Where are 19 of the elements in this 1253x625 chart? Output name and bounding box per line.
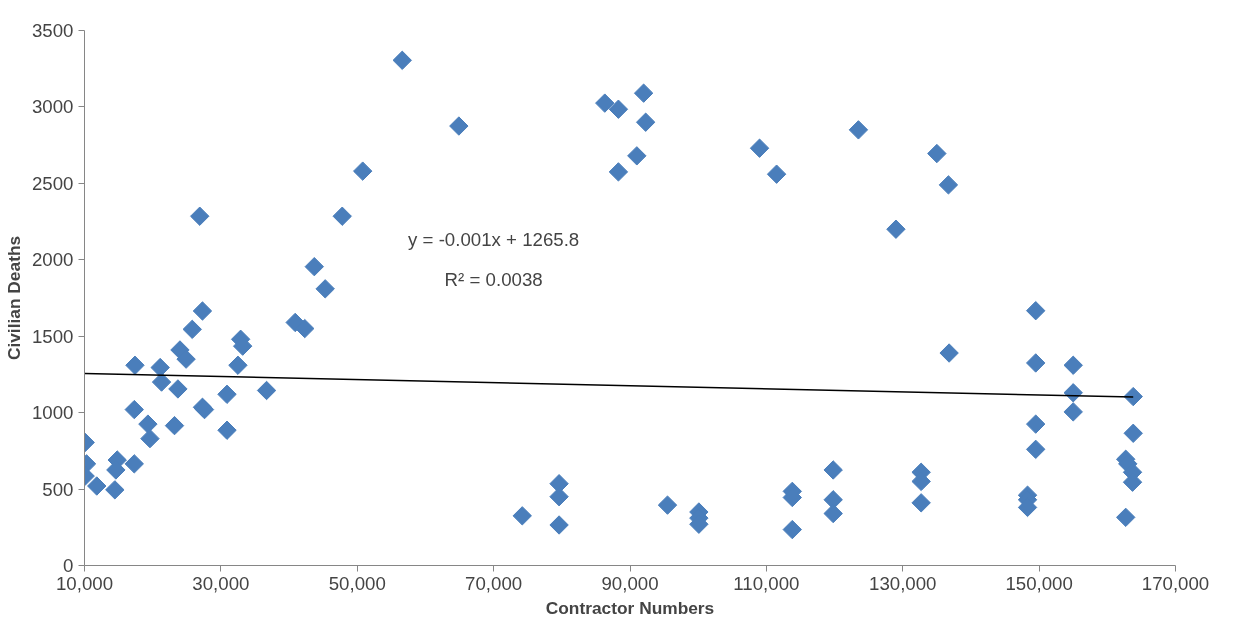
y-axis-title: Civilian Deaths	[4, 235, 24, 361]
y-tick-label: 2000	[32, 249, 74, 271]
x-tick-label: 110,000	[733, 572, 800, 594]
annotation: y = -0.001x + 1265.8	[408, 228, 580, 250]
annotation: R² = 0.0038	[444, 268, 543, 290]
x-tick-label: 50,000	[328, 572, 386, 594]
y-tick-label: 2500	[32, 172, 74, 194]
y-tick-label: 3500	[32, 20, 74, 41]
y-tick-label: 1000	[32, 402, 74, 424]
y-tick-label: 500	[42, 478, 74, 500]
x-tick-label: 150,000	[1005, 572, 1073, 594]
x-tick-label: 90,000	[601, 572, 659, 594]
x-tick-label: 170,000	[1141, 572, 1210, 594]
x-tick-label: 70,000	[465, 572, 523, 594]
x-tick-label: 30,000	[192, 572, 250, 594]
y-tick-label: 3000	[32, 96, 74, 118]
x-tick-label: 130,000	[869, 572, 937, 594]
x-axis-title: Contractor Numbers	[545, 597, 715, 618]
y-tick-label: 1500	[32, 325, 74, 347]
